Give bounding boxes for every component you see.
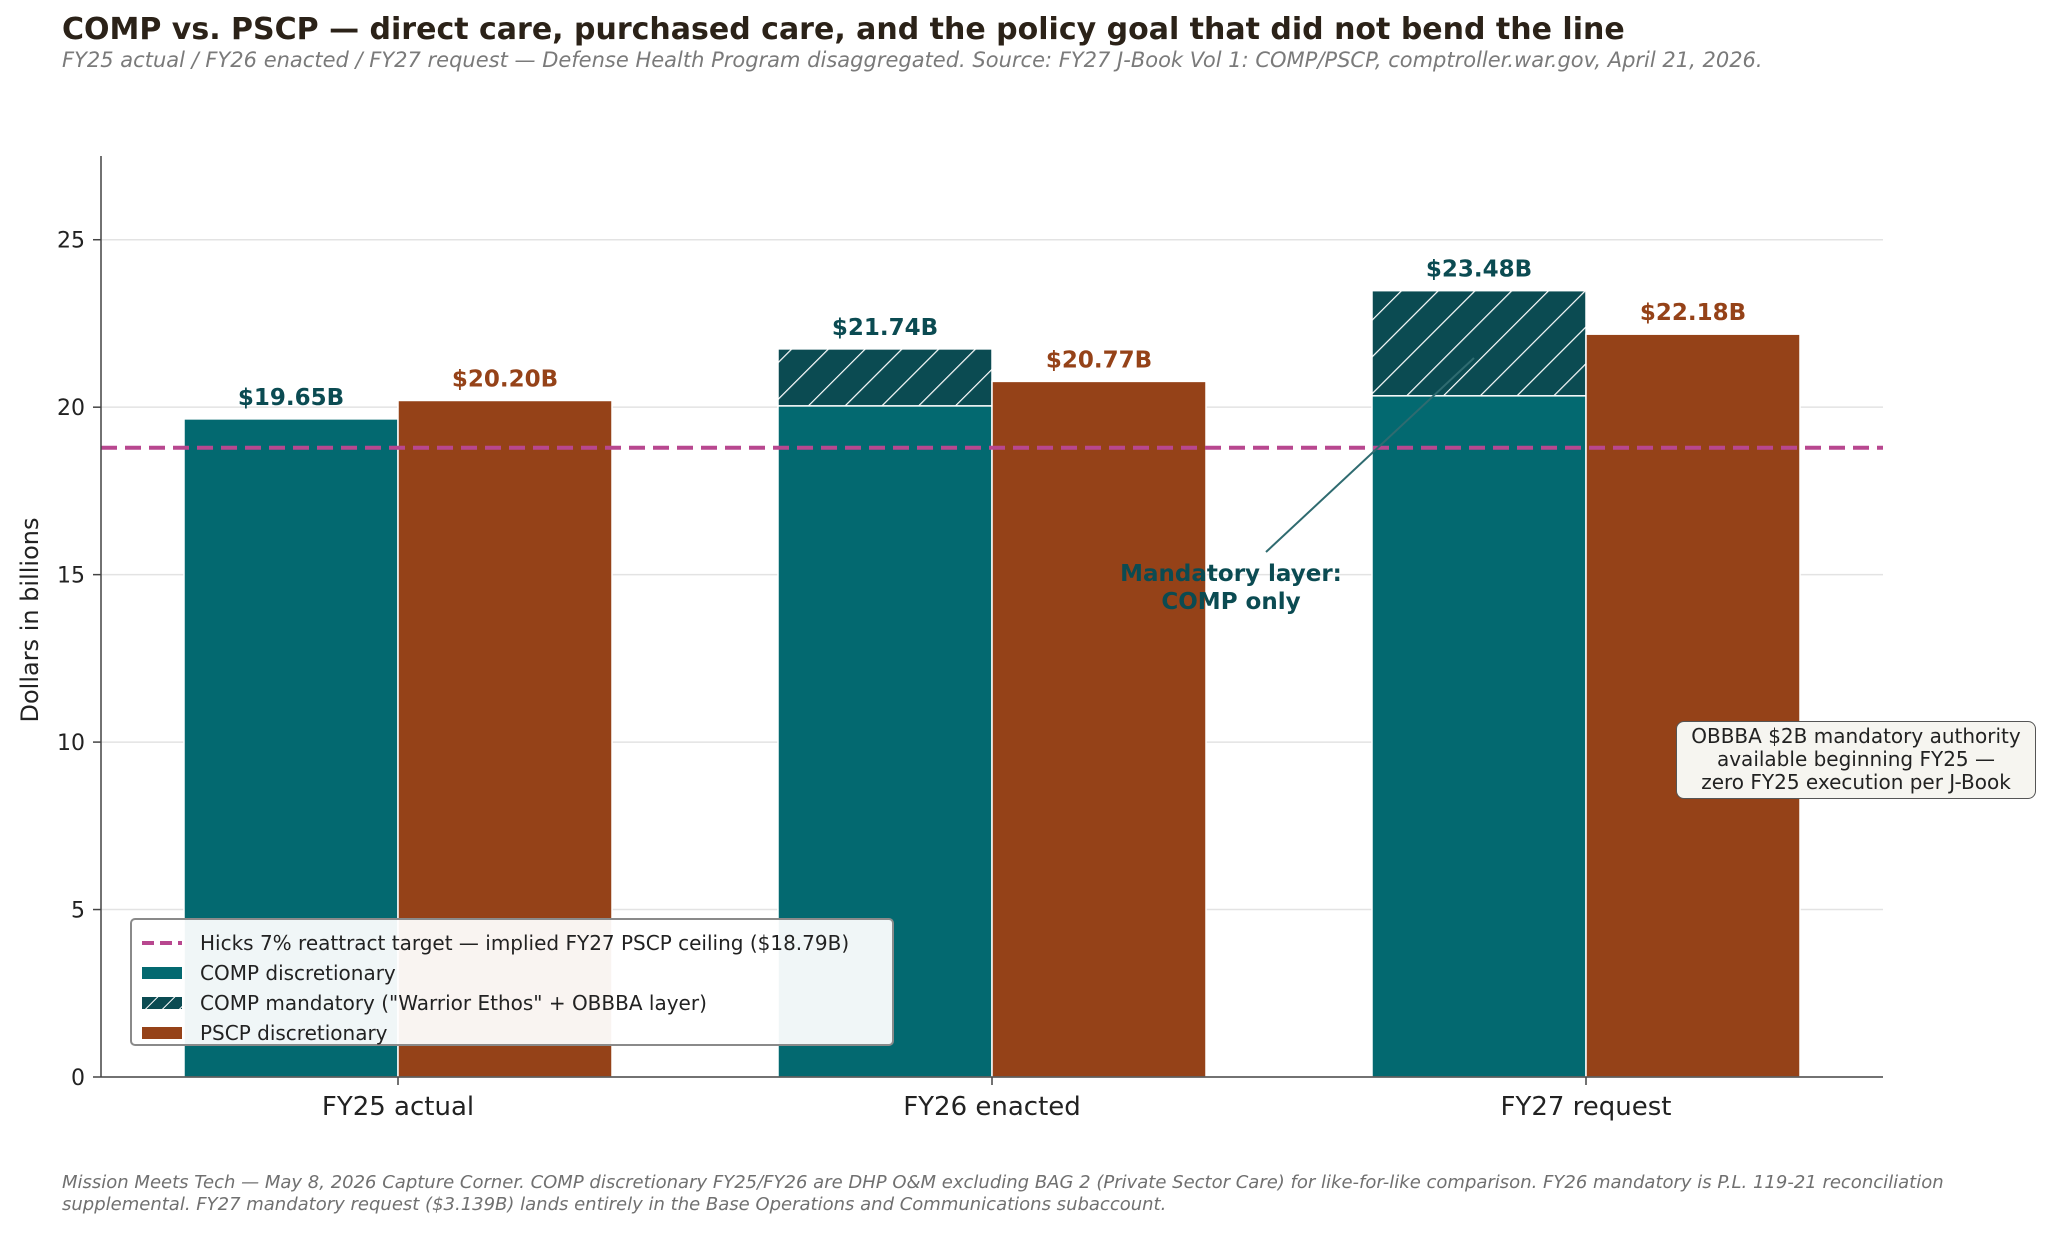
annotation-text-line1: Mandatory layer: [1120, 561, 1342, 587]
note-line-3: zero FY25 execution per J-Book [1701, 770, 2011, 794]
obbba-note-box: OBBBA $2B mandatory authority available … [1676, 721, 2036, 799]
y-tick-label: 15 [57, 564, 85, 589]
axes: 0 5 10 15 20 25 FY25 actual FY26 enacted FY27 re… [57, 156, 1883, 1122]
annotation-text-line2: COMP only [1161, 589, 1300, 615]
y-tick-label: 20 [57, 396, 85, 421]
value-label-comp: $19.65B [238, 385, 344, 411]
value-labels: $19.65B $20.20B $21.74B $20.77B $23.48B $22.1… [238, 257, 1746, 411]
legend-item-comp-mandatory: COMP mandatory ("Warrior Ethos" + OBBBA … [142, 988, 707, 1018]
footnote-line-2: supplemental. FY27 mandatory request ($3… [62, 1194, 1167, 1215]
y-tick-label: 10 [57, 731, 85, 756]
legend: Hicks 7% reattract target — implied FY27… [130, 918, 894, 1046]
chart-title: COMP vs. PSCP — direct care, purchased c… [62, 12, 1625, 47]
footnote: Mission Meets Tech — May 8, 2026 Capture… [62, 1172, 1944, 1216]
bar-comp-mandatory [1371, 289, 1587, 397]
dashed-line-swatch [142, 941, 182, 945]
bar-pscp-discretionary [991, 380, 1207, 1078]
legend-label-pscp-discretionary: PSCP discretionary [200, 1021, 388, 1045]
hatched-swatch [142, 997, 182, 1009]
x-tick-label: FY25 actual [322, 1092, 474, 1122]
legend-label-comp-mandatory: COMP mandatory ("Warrior Ethos" + OBBBA … [200, 991, 707, 1015]
legend-item-comp-discretionary: COMP discretionary [142, 958, 396, 988]
legend-item-pscp-discretionary: PSCP discretionary [142, 1018, 388, 1048]
value-label-pscp: $22.18B [1640, 300, 1746, 326]
footnote-line-1: Mission Meets Tech — May 8, 2026 Capture… [62, 1172, 1944, 1193]
legend-item-target: Hicks 7% reattract target — implied FY27… [142, 928, 849, 958]
note-line-1: OBBBA $2B mandatory authority [1691, 724, 2021, 748]
bar-comp-mandatory [777, 348, 993, 407]
y-tick-label: 25 [57, 229, 85, 254]
y-tick-label: 5 [71, 899, 85, 924]
x-tick-label: FY27 request [1500, 1092, 1671, 1122]
bar-pscp-discretionary [1585, 333, 1801, 1078]
pscp-swatch [142, 1027, 182, 1039]
comp-swatch [142, 967, 182, 979]
annotation-layer: Mandatory layer: COMP only [1120, 357, 1475, 615]
y-axis-label: Dollars in billions [16, 517, 44, 723]
y-tick-label: 0 [71, 1066, 85, 1091]
chart-subtitle: FY25 actual / FY26 enacted / FY27 reques… [62, 48, 1763, 72]
legend-label-target: Hicks 7% reattract target — implied FY27… [200, 931, 850, 955]
legend-label-comp-discretionary: COMP discretionary [200, 961, 396, 985]
annotation-arrow [1265, 357, 1475, 553]
x-tick-label: FY26 enacted [903, 1092, 1081, 1122]
value-label-pscp: $20.77B [1046, 347, 1152, 373]
value-label-comp: $21.74B [832, 315, 938, 341]
value-label-pscp: $20.20B [452, 366, 558, 392]
value-label-comp: $23.48B [1426, 257, 1532, 283]
bar-comp-discretionary [1371, 395, 1587, 1078]
note-line-2: available beginning FY25 — [1716, 747, 1996, 771]
